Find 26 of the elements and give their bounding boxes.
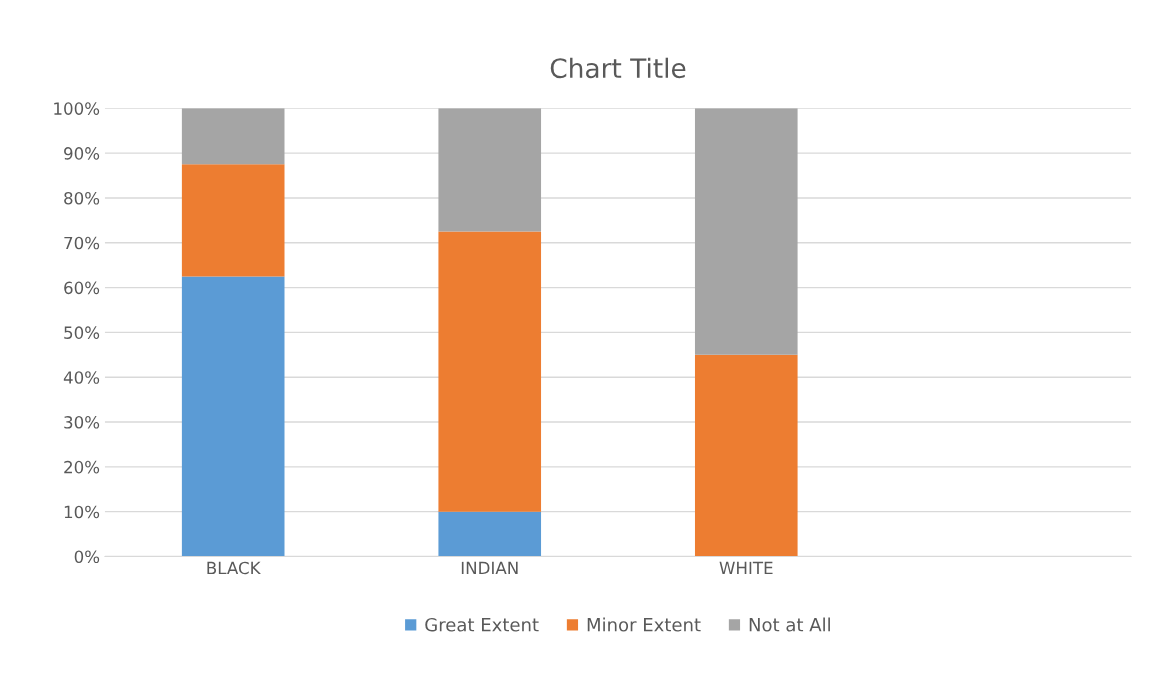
- y-tick-label: 60%: [64, 281, 100, 295]
- y-tick-label: 0%: [74, 550, 100, 564]
- bar: [694, 354, 798, 557]
- y-tick-label: 10%: [64, 505, 100, 519]
- bar: [181, 164, 285, 277]
- bar: [181, 108, 285, 165]
- y-tick-label: 30%: [64, 416, 100, 429]
- y-tick-label: 100%: [54, 102, 100, 115]
- bar: [438, 231, 542, 512]
- x-tick-label: WHITE: [719, 561, 773, 575]
- legend-label: Great Extent: [425, 617, 539, 632]
- y-tick-label: 50%: [64, 326, 100, 339]
- y-tick-label: 40%: [63, 371, 100, 384]
- bar: [181, 276, 285, 557]
- y-tick-label: 20%: [64, 460, 100, 474]
- x-tick-label: BLACK: [207, 561, 261, 575]
- legend-label: Not at All: [749, 617, 830, 632]
- bar: [438, 108, 542, 232]
- bar: [438, 511, 542, 557]
- chart-title: Chart Title: [550, 57, 686, 79]
- bar: [694, 108, 798, 355]
- legend-label: Minor Extent: [587, 617, 701, 632]
- y-tick-label: 80%: [64, 191, 100, 205]
- y-tick-label: 70%: [64, 236, 100, 250]
- y-tick-label: 90%: [64, 147, 100, 160]
- x-tick-label: INDIAN: [461, 561, 518, 575]
